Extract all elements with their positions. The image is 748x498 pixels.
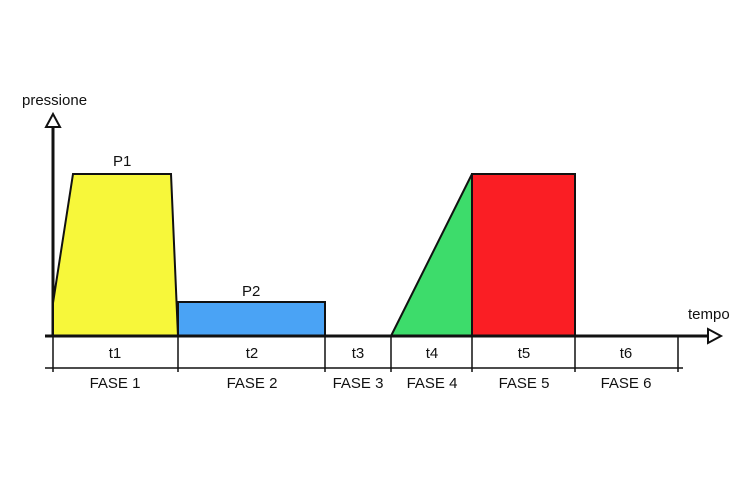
time-label-t3: t3 — [352, 345, 365, 362]
phase2-area — [177, 301, 326, 337]
time-label-t1: t1 — [109, 345, 122, 362]
phase4-area — [389, 173, 473, 337]
phase-label-1: FASE 1 — [90, 375, 141, 392]
time-label-t2: t2 — [246, 345, 259, 362]
time-label-t6: t6 — [620, 345, 633, 362]
phase-label-6: FASE 6 — [601, 375, 652, 392]
x-axis-label: tempo — [688, 306, 730, 323]
phase-label-2: FASE 2 — [227, 375, 278, 392]
segment-separators — [52, 336, 679, 372]
phase-label-3: FASE 3 — [333, 375, 384, 392]
phase-label-5: FASE 5 — [499, 375, 550, 392]
y-axis-label: pressione — [22, 92, 87, 109]
p1-label: P1 — [113, 153, 131, 170]
p2-label: P2 — [242, 283, 260, 300]
time-label-t4: t4 — [426, 345, 439, 362]
phase5-area — [471, 173, 576, 337]
phase-label-4: FASE 4 — [407, 375, 458, 392]
y-axis-arrow — [44, 111, 62, 128]
x-axis-arrow — [707, 327, 724, 345]
time-label-t5: t5 — [518, 345, 531, 362]
phase1-area — [52, 173, 180, 337]
